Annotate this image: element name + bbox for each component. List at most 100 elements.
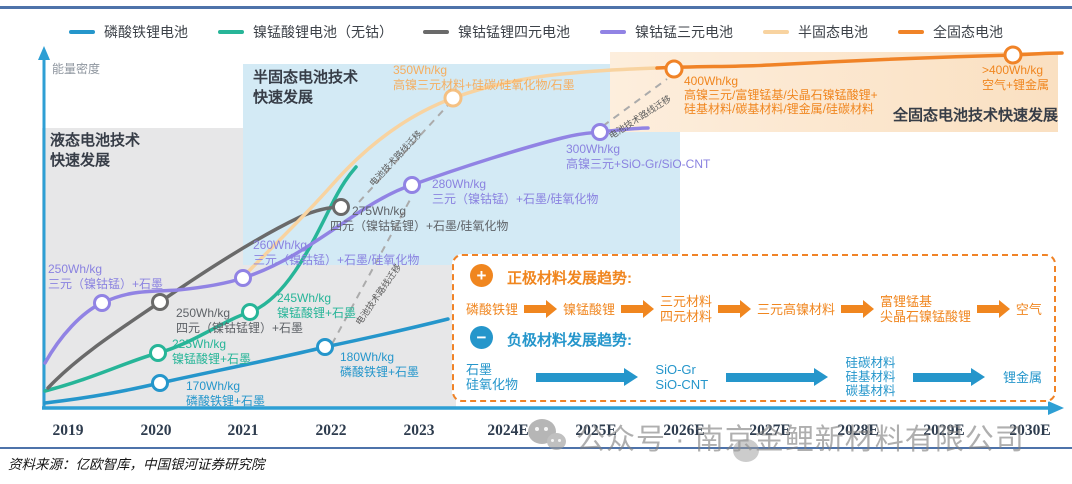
- point-value: 400Wh/kg: [684, 74, 739, 88]
- point-label-tern-280: 280Wh/kg 三元（镍钴锰）+石墨/硅氧化物: [432, 177, 598, 207]
- region-title-line: 快速发展: [50, 152, 111, 169]
- legend-swatch: [69, 30, 95, 34]
- point-label-lnmo-225: 225Wh/kg 镍锰酸锂+石墨: [172, 337, 251, 367]
- watermark-text: 公众号 · 南京金鲤新材料有限公司: [576, 424, 1025, 456]
- arrow-right-icon: [524, 300, 557, 318]
- wechat-bubble: [733, 439, 759, 462]
- point-value: 350Wh/kg: [393, 63, 448, 77]
- migration-dashed-line: [602, 78, 668, 127]
- legend-label: 磷酸铁锂电池: [104, 24, 188, 40]
- x-tick-2025e: 2025E: [575, 422, 617, 439]
- point-value: 250Wh/kg: [176, 306, 231, 320]
- point-chemistry: 三元（镍钴锰）+石墨: [48, 277, 164, 291]
- x-tick-2022: 2022: [315, 422, 347, 439]
- arrow-right-icon: [913, 367, 986, 386]
- point-label-semi-350: 350Wh/kg 高镍三元材料+硅碳/硅氧化物/石墨: [393, 63, 575, 93]
- point-chemistry: 高镍三元材料+硅碳/硅氧化物/石墨: [393, 78, 575, 92]
- stage-line: 空气: [1015, 301, 1042, 317]
- stage-line: 锂金属: [1002, 369, 1042, 385]
- point-label-quad-250: 250Wh/kg 四元（镍钴锰锂）+石墨: [176, 306, 303, 336]
- point-chemistry: 镍锰酸锂+石墨: [172, 352, 252, 366]
- data-point-marker: [234, 269, 252, 287]
- quaternary-curve: [46, 205, 344, 390]
- all-solid-region-title: 全固态电池技术快速发展: [893, 107, 1059, 124]
- legend-label: 镍钴锰三元电池: [635, 24, 733, 40]
- minus-icon: −: [470, 326, 493, 349]
- data-point-marker: [149, 344, 167, 362]
- cathode-trend-row: 磷酸铁锂 镍锰酸锂 三元材料 四元材料 三元高镍材料 富锂锰基 尖晶石镍锰酸锂: [466, 289, 1042, 329]
- legend-item-lnmo: 镍锰酸锂电池（无钴）: [218, 22, 393, 42]
- cathode-stage: 富锂锰基 尖晶石镍锰酸锂: [880, 294, 971, 324]
- x-tick-2026e: 2026E: [663, 422, 705, 439]
- top-divider: [0, 6, 1072, 9]
- point-label-solid-400: 400Wh/kg 高镍三元/富锂锰基/尖晶石镍锰酸锂+ 硅基材料/碳基材料/锂金…: [684, 74, 878, 116]
- point-chemistry: 硅基材料/碳基材料/锂金属/硅碳材料: [684, 102, 875, 116]
- wechat-eye: [558, 439, 561, 442]
- cathode-stage: 三元高镍材料: [757, 302, 835, 317]
- plus-icon: +: [470, 264, 493, 287]
- point-chemistry: 空气+锂金属: [982, 78, 1050, 92]
- cathode-stage: 磷酸铁锂: [466, 302, 518, 317]
- point-label-tern-300: 300Wh/kg 高镍三元+SiO-Gr/SiO-CNT: [566, 142, 710, 172]
- point-value: 180Wh/kg: [340, 350, 395, 364]
- anode-stage: 锂金属: [1003, 370, 1042, 385]
- arrow-right-icon: [976, 300, 1010, 318]
- point-label-lfp-180: 180Wh/kg 磷酸铁锂+石墨: [340, 350, 419, 380]
- point-chemistry: 三元（镍钴锰）+石墨/硅氧化物: [432, 192, 599, 206]
- anode-stage: 硅碳材料 硅基材料 碳基材料: [846, 356, 896, 398]
- stage-line: 石墨: [466, 362, 493, 377]
- legend-item-ternary: 镍钴锰三元电池: [600, 22, 733, 42]
- point-value: 260Wh/kg: [253, 238, 308, 252]
- arrow-right-icon: [725, 367, 828, 386]
- lfp-curve: [43, 317, 450, 405]
- watermark: 公众号 · 南京金鲤新材料有限公司: [528, 416, 1025, 458]
- arrow-right-icon: [840, 300, 874, 318]
- legend-label: 镍锰酸锂电池（无钴）: [253, 24, 393, 40]
- stage-line: 三元高镍材料: [756, 301, 835, 317]
- semi-solid-curve: [242, 66, 659, 278]
- stage-line: 三元材料: [659, 294, 712, 309]
- data-point-marker: [1003, 45, 1023, 65]
- arrow-right-icon: [535, 367, 638, 386]
- semi-solid-region-title: 半固态电池技术 快速发展: [253, 68, 358, 108]
- stage-line: 富锂锰基: [879, 294, 932, 309]
- stage-line: 硅基材料: [845, 370, 896, 384]
- legend-label: 镍钴锰锂四元电池: [458, 24, 570, 40]
- point-chemistry: 磷酸铁锂+石墨: [340, 365, 420, 379]
- point-value: 170Wh/kg: [186, 379, 241, 393]
- legend-swatch: [763, 30, 789, 34]
- point-label-tern-260: 260Wh/kg 三元（镍钴锰）+石墨/硅氧化物: [253, 238, 419, 268]
- point-label-quad-275: 275Wh/kg 四元（镍钴锰锂）+石墨/硅氧化物: [330, 204, 508, 234]
- legend-label: 全固态电池: [933, 24, 1003, 40]
- point-value: 300Wh/kg: [566, 142, 621, 156]
- x-tick-2020: 2020: [140, 422, 172, 439]
- legend-item-semi-solid: 半固态电池: [763, 22, 868, 42]
- anode-stage: SiO-Gr SiO-CNT: [655, 362, 708, 392]
- bottom-divider: [0, 447, 1072, 449]
- point-value: 275Wh/kg: [352, 204, 407, 218]
- point-chemistry: 磷酸铁锂+石墨: [186, 394, 266, 408]
- chart-legend: 磷酸铁锂电池 镍锰酸锂电池（无钴） 镍钴锰锂四元电池 镍钴锰三元电池 半固态电池…: [0, 22, 1072, 42]
- material-trend-box: + 正极材料发展趋势: 磷酸铁锂 镍锰酸锂 三元材料 四元材料 三元高镍材料 富…: [452, 254, 1056, 402]
- data-point-marker: [332, 198, 350, 216]
- data-point-marker: [241, 303, 259, 321]
- point-value: >400Wh/kg: [982, 63, 1044, 77]
- legend-swatch: [218, 30, 244, 34]
- x-tick-2021: 2021: [227, 422, 259, 439]
- wechat-eye: [544, 427, 548, 431]
- x-tick-2019: 2019: [52, 422, 84, 439]
- point-chemistry: 高镍三元/富锂锰基/尖晶石镍锰酸锂+: [684, 88, 878, 102]
- data-point-marker: [93, 294, 111, 312]
- region-title-line: 液态电池技术: [50, 132, 141, 149]
- data-point-marker: [316, 338, 334, 356]
- stage-line: 硅氧化物: [466, 377, 519, 392]
- cathode-stage: 空气: [1016, 302, 1042, 317]
- anode-trend-title: 负极材料发展趋势:: [507, 332, 632, 349]
- wechat-eye: [551, 439, 554, 442]
- all-solid-curve: [655, 51, 1064, 70]
- point-chemistry: 三元（镍钴锰）+石墨/硅氧化物: [253, 253, 420, 267]
- point-value: 280Wh/kg: [432, 177, 487, 191]
- point-chemistry: 四元（镍钴锰锂）+石墨: [176, 321, 304, 335]
